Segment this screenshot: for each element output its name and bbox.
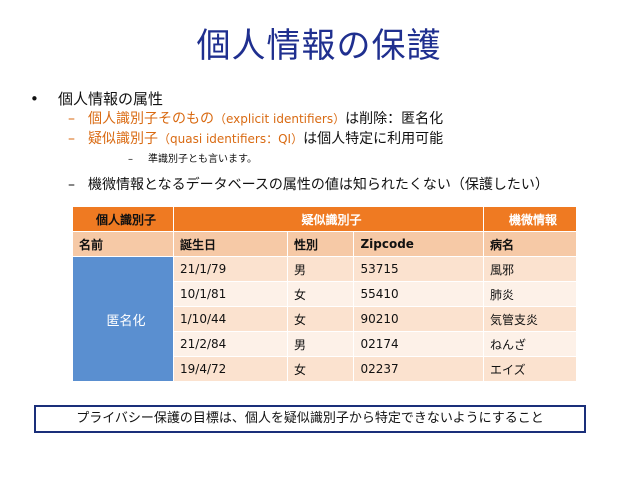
note-text: 準識別子とも言います。 <box>148 154 257 165</box>
header-sensitive: 機微情報 <box>483 206 577 232</box>
cell-zipcode: 90210 <box>353 306 484 332</box>
cell-birthday: 21/2/84 <box>172 331 289 357</box>
table-row: 19/4/72 女 02237 エイズ <box>73 356 577 382</box>
column-zipcode: Zipcode <box>353 231 484 257</box>
bullet-text: 個人情報の属性 <box>58 90 164 108</box>
explicit-identifiers-term: 個人識別子そのもの <box>88 111 214 127</box>
anonymized-cell: 匿名化 <box>72 256 174 382</box>
cell-gender: 男 <box>287 256 355 282</box>
cell-zipcode: 02237 <box>353 356 484 382</box>
cell-disease: 肺炎 <box>483 281 577 307</box>
cell-gender: 男 <box>287 331 355 357</box>
sub-sub-item-note: – 準識別子とも言います。 <box>128 150 257 165</box>
sub-item-quasi-identifiers: – 疑似識別子（quasi identifiers：QI）は個人特定に利用可能 <box>68 128 443 148</box>
cell-disease: 風邪 <box>483 256 577 282</box>
bullet-icon: • <box>30 90 39 108</box>
sub-item-sensitive: – 機微情報となるデータベースの属性の値は知られたくない（保護したい） <box>68 174 549 194</box>
cell-gender: 女 <box>287 281 355 307</box>
sensitive-text: 機微情報となるデータベースの属性の値は知られたくない（保護したい） <box>88 177 549 193</box>
cell-zipcode: 53715 <box>353 256 484 282</box>
bullet-item-attributes: • 個人情報の属性 <box>30 88 163 109</box>
cell-gender: 女 <box>287 356 355 382</box>
dash-icon: – <box>68 177 75 193</box>
cell-zipcode: 55410 <box>353 281 484 307</box>
quasi-identifiers-desc: は個人特定に利用可能 <box>303 131 444 147</box>
cell-birthday: 21/1/79 <box>172 256 289 282</box>
column-gender: 性別 <box>287 231 355 257</box>
dash-icon: – <box>128 154 133 165</box>
explicit-identifiers-english: （explicit identifiers） <box>214 112 346 126</box>
anonymization-table: 個人識別子 疑似識別子 機微情報 名前 誕生日 性別 Zipcode 病名 匿名… <box>72 206 577 382</box>
explicit-identifiers-desc: は削除：匿名化 <box>345 111 444 127</box>
table-row: 21/2/84 男 02174 ねんざ <box>73 331 577 357</box>
cell-gender: 女 <box>287 306 355 332</box>
privacy-goal-box: プライバシー保護の目標は、個人を疑似識別子から特定できないようにすること <box>34 405 586 433</box>
header-identifier: 個人識別子 <box>72 206 174 232</box>
quasi-identifiers-term: 疑似識別子 <box>88 131 158 147</box>
quasi-identifiers-english: （quasi identifiers：QI） <box>158 132 304 146</box>
column-header-row: 名前 誕生日 性別 Zipcode 病名 <box>72 231 577 257</box>
slide-title: 個人情報の保護 <box>196 26 442 66</box>
cell-disease: エイズ <box>483 356 577 382</box>
dash-icon: – <box>68 131 75 147</box>
sub-item-explicit-identifiers: – 個人識別子そのもの（explicit identifiers）は削除：匿名化 <box>68 108 443 128</box>
cell-birthday: 19/4/72 <box>172 356 289 382</box>
dash-icon: – <box>68 111 75 127</box>
table-row: 10/1/81 女 55410 肺炎 <box>73 281 577 307</box>
column-disease: 病名 <box>483 231 577 257</box>
group-header-row: 個人識別子 疑似識別子 機微情報 <box>72 206 577 232</box>
table-row: 匿名化 21/1/79 男 53715 風邪 <box>72 256 577 382</box>
cell-birthday: 1/10/44 <box>172 306 289 332</box>
table-row: 1/10/44 女 90210 気管支炎 <box>73 306 577 332</box>
cell-zipcode: 02174 <box>353 331 484 357</box>
header-quasi-identifier: 疑似識別子 <box>173 206 484 232</box>
column-name: 名前 <box>72 231 174 257</box>
column-birthday: 誕生日 <box>172 231 289 257</box>
cell-disease: 気管支炎 <box>483 306 577 332</box>
cell-disease: ねんざ <box>483 331 577 357</box>
cell-birthday: 10/1/81 <box>172 281 289 307</box>
